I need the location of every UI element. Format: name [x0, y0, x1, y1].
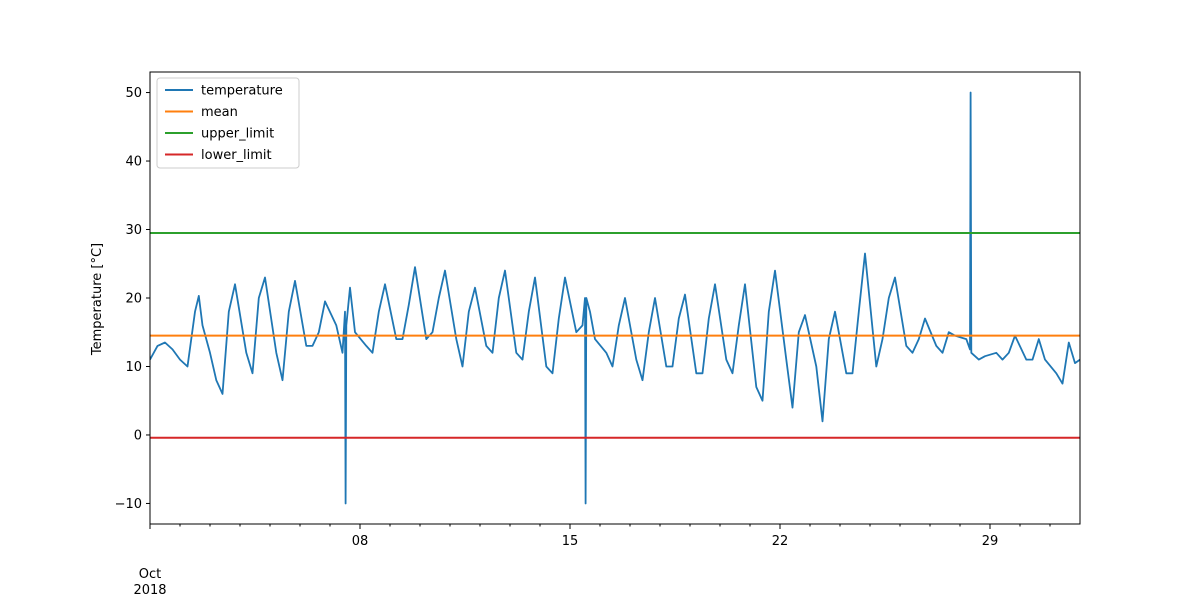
- y-tick-label: 30: [125, 223, 142, 238]
- y-tick-label: 0: [134, 428, 142, 443]
- temperature-line: [150, 91, 1080, 505]
- y-tick-label: 40: [125, 155, 142, 170]
- legend-label-temperature: temperature: [201, 84, 283, 99]
- x-tick-label: 15: [562, 534, 579, 549]
- legend-label-lower_limit: lower_limit: [201, 148, 272, 163]
- x-tick-label: 22: [772, 534, 789, 549]
- x-origin-month-label: Oct: [139, 567, 161, 582]
- y-tick-label: 10: [125, 360, 142, 375]
- legend: temperature mean upper_limit lower_limit: [156, 77, 300, 169]
- x-tick-label: 29: [982, 534, 999, 549]
- plot-area: [150, 91, 1080, 505]
- x-origin-year-label: 2018: [133, 583, 166, 598]
- legend-label-mean: mean: [201, 105, 238, 120]
- series-group: [150, 91, 1080, 505]
- y-axis-label: Temperature [°C]: [90, 243, 105, 356]
- y-tick-label: 20: [125, 292, 142, 307]
- x-tick-label: 08: [352, 534, 369, 549]
- axes: −10 0 10 20 30 40 50 08 15 22 29: [115, 71, 1081, 549]
- legend-label-upper_limit: upper_limit: [201, 127, 274, 142]
- y-tick-label: 50: [125, 86, 142, 101]
- legend-box: [156, 77, 300, 169]
- y-tick-label: −10: [115, 497, 142, 512]
